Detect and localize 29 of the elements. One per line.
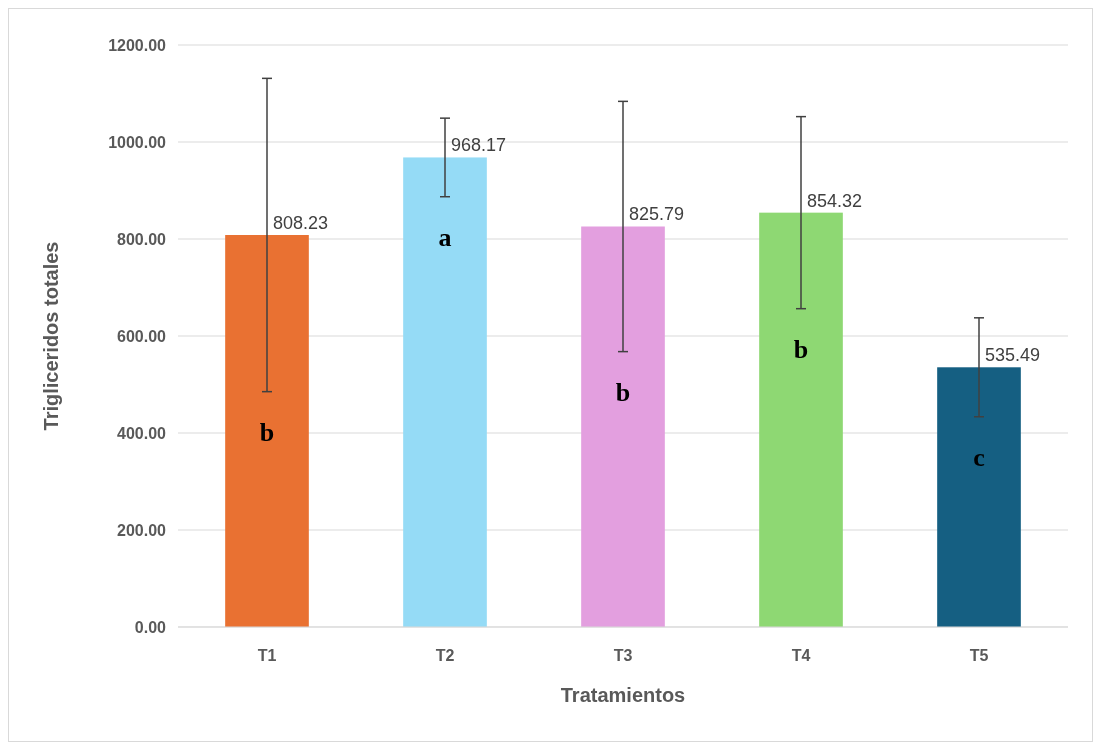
y-axis-title: Trigliceridos totales — [40, 241, 62, 431]
x-tick-label: T1 — [257, 647, 277, 664]
x-tick-label: T2 — [435, 647, 455, 664]
y-tick-label: 400.00 — [117, 424, 167, 442]
annotation: b — [259, 417, 275, 447]
x-axis-title: Tratamientos — [560, 684, 686, 706]
data-label: 968.17 — [451, 135, 507, 156]
y-tick-label: 800.00 — [117, 230, 167, 248]
data-label: 808.23 — [273, 213, 329, 234]
annotation: b — [793, 334, 809, 364]
annotation: b — [615, 377, 631, 407]
annotation: a — [438, 222, 452, 252]
x-tick-label: T5 — [969, 647, 989, 664]
y-tick-label: 200.00 — [117, 521, 167, 539]
y-tick-label: 600.00 — [117, 327, 167, 345]
bar — [937, 367, 1021, 627]
bar — [759, 212, 843, 627]
data-label: 825.79 — [629, 204, 685, 225]
data-label: 854.32 — [807, 190, 863, 211]
x-tick-label: T4 — [791, 647, 811, 664]
x-tick-label: T3 — [613, 647, 633, 664]
bar — [225, 235, 309, 627]
y-tick-label: 1200.00 — [108, 36, 167, 54]
annotation: c — [973, 442, 985, 472]
y-tick-label: 1000.00 — [108, 133, 167, 151]
data-label: 535.49 — [985, 345, 1041, 366]
bar — [581, 226, 665, 627]
y-tick-label: 0.00 — [134, 618, 167, 636]
bar — [403, 157, 487, 627]
